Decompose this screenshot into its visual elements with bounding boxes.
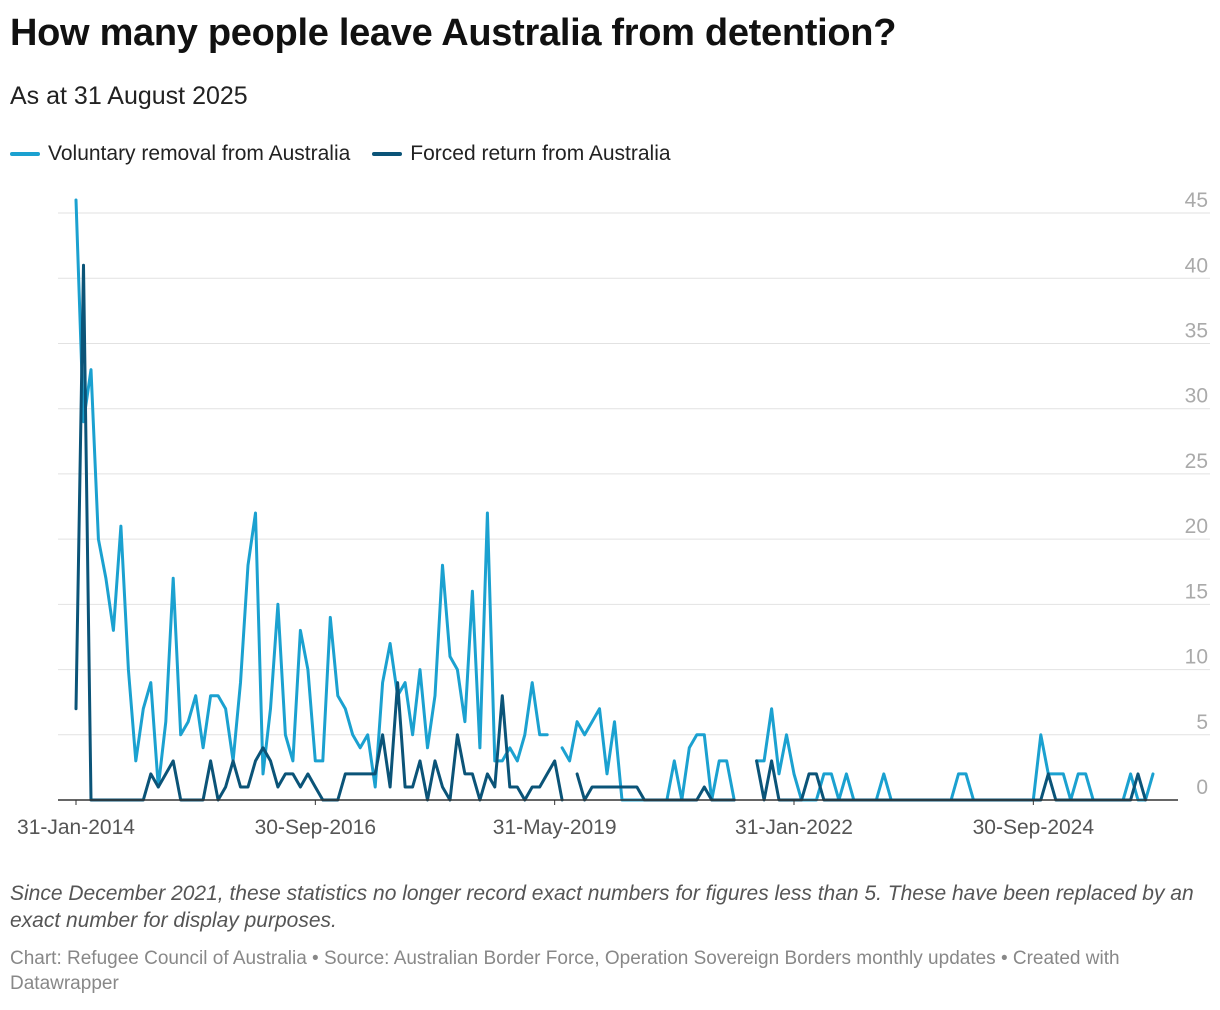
legend-swatch-voluntary (10, 152, 40, 156)
chart-credit: Chart: Refugee Council of Australia • So… (10, 948, 1120, 994)
y-tick-label: 0 (1196, 776, 1208, 799)
legend-swatch-forced (372, 152, 403, 156)
x-tick-label: 31-Jan-2022 (735, 816, 853, 839)
chart-legend: Voluntary removal from Australia Forced … (10, 142, 693, 166)
gridlines (58, 212, 1210, 736)
legend-label-forced: Forced return from Australia (410, 142, 671, 165)
x-tick-label: 31-May-2019 (493, 816, 617, 839)
x-tick-label: 31-Jan-2014 (17, 816, 135, 839)
series-line-voluntary (74, 198, 1155, 802)
x-tick-label: 30-Sep-2016 (255, 816, 376, 839)
chart-note: Since December 2021, these statistics no… (10, 882, 1194, 932)
y-tick-label: 40 (1185, 254, 1208, 277)
y-tick-label: 15 (1185, 580, 1208, 603)
axes: 0 5 10 15 20 25 30 35 40 45 31-Jan-2014 30-Sep-2016… (17, 189, 1208, 839)
y-tick-label: 20 (1185, 515, 1208, 538)
chart-subtitle: As at 31 August 2025 (10, 82, 248, 110)
y-tick-label: 10 (1185, 646, 1208, 669)
y-tick-label: 30 (1185, 385, 1208, 408)
legend-item-forced: Forced return from Australia (372, 142, 671, 166)
y-tick-label: 25 (1185, 450, 1208, 473)
legend-label-voluntary: Voluntary removal from Australia (48, 142, 351, 165)
y-tick-label: 45 (1185, 189, 1208, 212)
x-tick-label: 30-Sep-2024 (973, 816, 1095, 839)
chart-title: How many people leave Australia from det… (10, 12, 897, 54)
line-chart: 0 5 10 15 20 25 30 35 40 45 31-Jan-2014 30-Sep-2016… (17, 189, 1210, 839)
y-tick-label: 35 (1185, 319, 1208, 342)
y-tick-label: 5 (1196, 711, 1208, 734)
legend-item-voluntary: Voluntary removal from Australia (10, 142, 350, 166)
series-lines (74, 198, 1155, 802)
